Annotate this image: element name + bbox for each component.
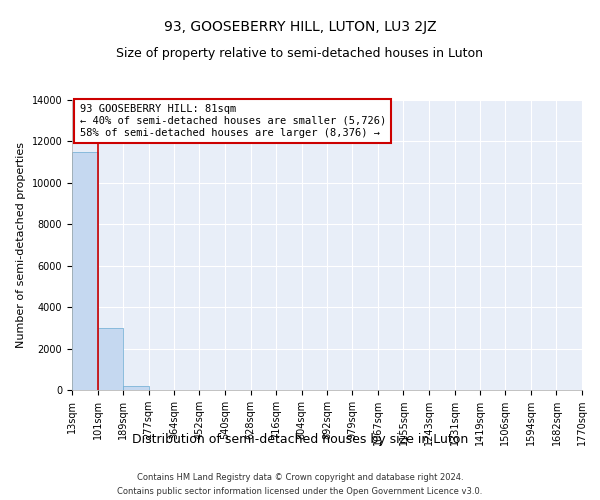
Text: Size of property relative to semi-detached houses in Luton: Size of property relative to semi-detach… xyxy=(116,48,484,60)
Text: 93, GOOSEBERRY HILL, LUTON, LU3 2JZ: 93, GOOSEBERRY HILL, LUTON, LU3 2JZ xyxy=(164,20,436,34)
Y-axis label: Number of semi-detached properties: Number of semi-detached properties xyxy=(16,142,26,348)
Text: 93 GOOSEBERRY HILL: 81sqm
← 40% of semi-detached houses are smaller (5,726)
58% : 93 GOOSEBERRY HILL: 81sqm ← 40% of semi-… xyxy=(80,104,386,138)
Bar xyxy=(72,152,98,390)
Text: Distribution of semi-detached houses by size in Luton: Distribution of semi-detached houses by … xyxy=(132,432,468,446)
Bar xyxy=(98,328,123,390)
Bar xyxy=(123,386,149,390)
Text: Contains HM Land Registry data © Crown copyright and database right 2024.: Contains HM Land Registry data © Crown c… xyxy=(137,472,463,482)
Text: Contains public sector information licensed under the Open Government Licence v3: Contains public sector information licen… xyxy=(118,488,482,496)
